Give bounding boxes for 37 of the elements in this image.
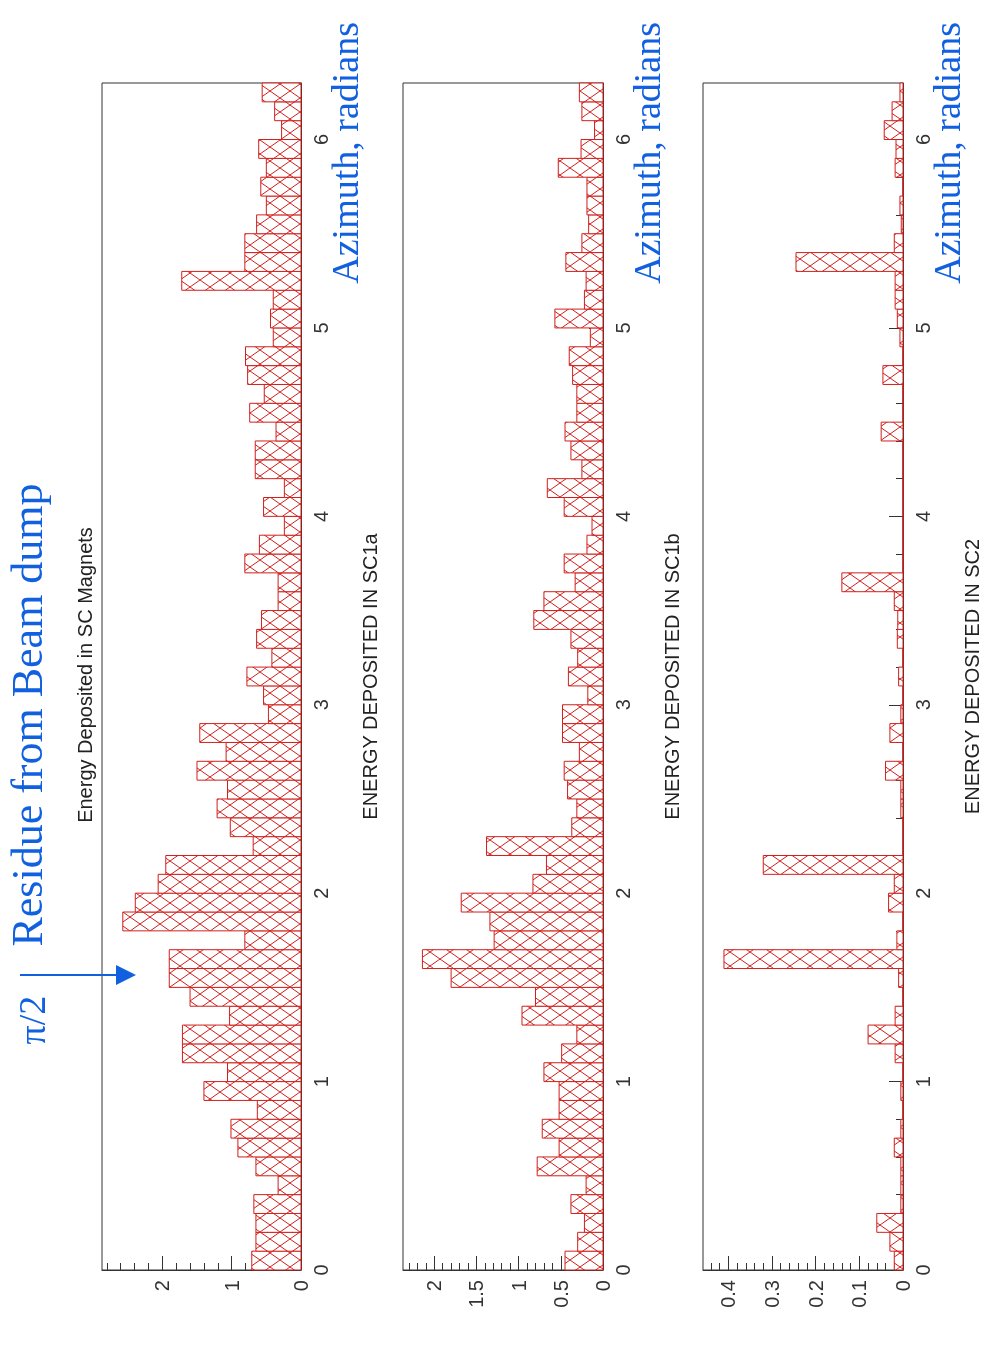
x-tick-label: 0 — [892, 1280, 914, 1292]
x-tick-label: 0 — [290, 1280, 312, 1292]
y-tick-label: 0 — [612, 1264, 634, 1276]
y-tick-label: 2 — [612, 887, 634, 899]
text: π/2 — [11, 995, 53, 1045]
x-tick-label: 2 — [151, 1280, 174, 1292]
y-tick-label: 3 — [612, 699, 634, 711]
y-tick-label: 1 — [912, 1076, 934, 1088]
y-tick-label: 2 — [912, 887, 934, 899]
y-tick-label: 4 — [912, 510, 934, 522]
y-tick-label: 5 — [912, 322, 934, 334]
x-tick-label: 1 — [220, 1280, 243, 1292]
x-tick-label: 0.4 — [717, 1280, 740, 1308]
x-tick-label: 0.2 — [804, 1280, 827, 1308]
text: ENERGY DEPOSITED IN SC2 — [961, 538, 983, 815]
y-tick-label: 3 — [310, 699, 332, 711]
x-tick-label: 0.1 — [848, 1280, 871, 1308]
y-tick-label: 3 — [912, 699, 934, 711]
y-tick-label: 5 — [310, 322, 332, 334]
y-tick-label: 4 — [612, 510, 634, 522]
y-tick-label: 1 — [612, 1076, 634, 1088]
y-tick-label: 2 — [310, 887, 332, 899]
x-tick-label: 0.5 — [549, 1280, 572, 1308]
x-tick-label: 1.5 — [465, 1280, 488, 1308]
text: Energy Deposited in SC Magnets — [74, 527, 96, 823]
x-tick-label: 2 — [423, 1280, 446, 1292]
y-tick-label: 5 — [612, 322, 634, 334]
y-tick-label: 1 — [310, 1076, 332, 1088]
y-tick-label: 0 — [310, 1264, 332, 1276]
text: ENERGY DEPOSITED IN SC1a — [359, 532, 381, 820]
x-tick-label: 0 — [592, 1280, 614, 1292]
text: Residue from Beam dump — [2, 483, 52, 947]
text: ENERGY DEPOSITED IN SC1b — [661, 533, 683, 820]
y-tick-label: 4 — [310, 510, 332, 522]
x-tick-label: 0.3 — [761, 1280, 783, 1308]
x-tick-label: 1 — [507, 1280, 530, 1292]
y-tick-label: 0 — [912, 1264, 934, 1276]
